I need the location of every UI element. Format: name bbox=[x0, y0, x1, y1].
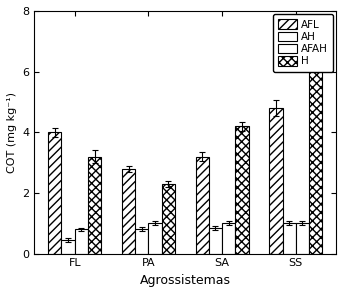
Bar bbox=[196, 157, 209, 254]
Bar bbox=[222, 223, 235, 254]
Bar bbox=[283, 223, 296, 254]
Bar bbox=[75, 229, 88, 254]
Bar bbox=[149, 223, 162, 254]
Bar bbox=[162, 184, 175, 254]
Bar bbox=[48, 132, 61, 254]
Bar bbox=[209, 228, 222, 254]
Bar bbox=[61, 240, 75, 254]
Bar bbox=[88, 157, 101, 254]
Bar bbox=[309, 47, 322, 254]
Bar bbox=[122, 169, 135, 254]
Bar bbox=[269, 108, 283, 254]
Y-axis label: COT (mg kg⁻¹): COT (mg kg⁻¹) bbox=[7, 92, 17, 173]
X-axis label: Agrossistemas: Agrossistemas bbox=[140, 274, 231, 287]
Bar bbox=[296, 223, 309, 254]
Bar bbox=[135, 229, 149, 254]
Bar bbox=[235, 126, 249, 254]
Legend: AFL, AH, AFAH, H: AFL, AH, AFAH, H bbox=[273, 14, 333, 72]
